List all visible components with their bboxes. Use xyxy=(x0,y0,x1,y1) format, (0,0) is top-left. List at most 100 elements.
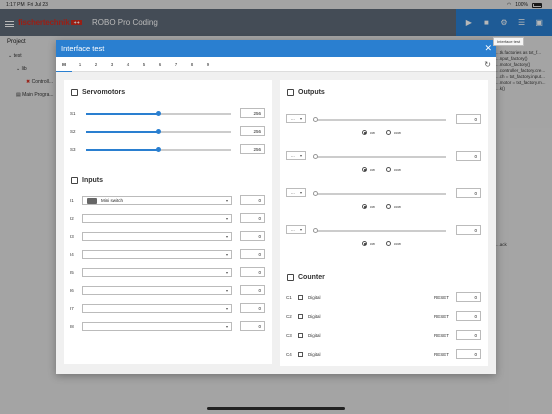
project-label: Project xyxy=(7,39,26,45)
tab-8[interactable]: 8 xyxy=(190,62,194,67)
input-row: I2 ▾ 0 xyxy=(64,213,272,225)
tab-m[interactable]: M xyxy=(56,57,72,72)
brand-logo: fischertechnik ✦✦ xyxy=(18,18,82,27)
digital-checkbox[interactable] xyxy=(298,352,303,357)
input-device-select[interactable]: ▾ xyxy=(82,268,232,277)
output-row: ... ▾ 0 cw ccw xyxy=(280,188,488,209)
output-value[interactable]: 0 xyxy=(456,114,481,124)
output-value[interactable]: 0 xyxy=(456,188,481,198)
input-device-select[interactable]: Mini switch ▾ xyxy=(82,196,232,205)
reset-button[interactable]: RESET xyxy=(434,352,450,357)
counter-icon xyxy=(287,274,294,281)
mini-switch-icon xyxy=(87,198,97,204)
input-value: 0 xyxy=(240,213,265,223)
ccw-radio[interactable]: ccw xyxy=(386,167,401,172)
cw-radio[interactable]: cw xyxy=(362,167,375,172)
inputs-card: Inputs I1 Mini switch ▾ 0 I2 ▾ 0 I3 ▾ 0 I… xyxy=(64,168,272,364)
output-slider[interactable] xyxy=(313,117,446,123)
tree-item[interactable]: ⌄ test xyxy=(8,53,22,59)
output-select[interactable]: ... ▾ xyxy=(286,151,306,160)
tree-item[interactable]: ▤ Main Progra... xyxy=(16,92,54,98)
servo-slider[interactable] xyxy=(86,129,231,135)
counter-row: C1 Digital RESET 0 xyxy=(280,292,488,304)
input-value: 0 xyxy=(240,195,265,205)
status-bar: 1:17 PM Fri Jul 23 ◠ 100% xyxy=(0,0,552,9)
servo-row: S2 256 xyxy=(64,126,272,138)
tab-4[interactable]: 4 xyxy=(126,62,130,67)
refresh-icon[interactable]: ↻ xyxy=(484,60,491,69)
counter-row: C3 Digital RESET 0 xyxy=(280,330,488,342)
servo-value[interactable]: 256 xyxy=(240,126,265,136)
output-slider[interactable] xyxy=(313,154,446,160)
cw-radio[interactable]: cw xyxy=(362,241,375,246)
dialog-title: Interface test xyxy=(61,44,105,53)
servo-slider[interactable] xyxy=(86,147,231,153)
servo-label: S3 xyxy=(70,147,76,152)
input-device-select[interactable]: ▾ xyxy=(82,286,232,295)
battery-icon xyxy=(532,2,542,8)
wifi-icon: ◠ xyxy=(506,2,512,8)
ccw-radio[interactable]: ccw xyxy=(386,130,401,135)
close-icon[interactable]: ✕ xyxy=(484,43,492,53)
servo-slider[interactable] xyxy=(86,111,231,117)
interface-test-icon[interactable]: ☰ xyxy=(517,18,526,27)
digital-checkbox[interactable] xyxy=(298,333,303,338)
input-row: I7 ▾ 0 xyxy=(64,303,272,315)
menu-icon[interactable] xyxy=(5,21,14,27)
input-label: I2 xyxy=(70,216,74,221)
home-indicator[interactable] xyxy=(207,407,345,410)
cw-radio[interactable]: cw xyxy=(362,204,375,209)
servo-value[interactable]: 256 xyxy=(240,144,265,154)
tree-item[interactable]: ⌄ lib xyxy=(16,66,27,72)
tab-7[interactable]: 7 xyxy=(174,62,178,67)
reset-button[interactable]: RESET xyxy=(434,295,450,300)
save-icon[interactable]: ▣ xyxy=(535,18,543,27)
gear-icon[interactable]: ⚙ xyxy=(500,18,508,27)
tab-3[interactable]: 3 xyxy=(110,62,114,67)
output-slider[interactable] xyxy=(313,191,446,197)
tab-5[interactable]: 5 xyxy=(142,62,146,67)
tab-6[interactable]: 6 xyxy=(158,62,162,67)
counter-label: C3 xyxy=(286,333,292,338)
output-value[interactable]: 0 xyxy=(456,225,481,235)
input-device-select[interactable]: ▾ xyxy=(82,214,232,223)
input-label: I1 xyxy=(70,198,74,203)
play-icon[interactable]: ▶ xyxy=(465,18,472,27)
tab-2[interactable]: 2 xyxy=(94,62,98,67)
tree-item[interactable]: ✖ Controll... xyxy=(26,79,53,85)
battery-percent: 100% xyxy=(515,2,528,8)
cw-radio[interactable]: cw xyxy=(362,130,375,135)
stop-icon[interactable]: ■ xyxy=(483,18,489,27)
counter-title: Counter xyxy=(287,274,325,281)
reset-button[interactable]: RESET xyxy=(434,333,450,338)
output-slider[interactable] xyxy=(313,228,446,234)
reset-button[interactable]: RESET xyxy=(434,314,450,319)
digital-checkbox[interactable] xyxy=(298,295,303,300)
interface-test-dialog: Interface test ✕ M 1 2 3 4 5 6 7 8 9 ↻ S… xyxy=(56,40,496,374)
servomotors-title: Servomotors xyxy=(71,89,125,96)
outputs-card: Outputs ... ▾ 0 cw ccw ... ▾ 0 cw ccw ... ▾… xyxy=(280,80,488,292)
output-select[interactable]: ... ▾ xyxy=(286,114,306,123)
output-select[interactable]: ... ▾ xyxy=(286,225,306,234)
input-device-select[interactable]: ▾ xyxy=(82,304,232,313)
ccw-radio[interactable]: ccw xyxy=(386,204,401,209)
dialog-header: Interface test ✕ xyxy=(56,40,496,57)
output-value[interactable]: 0 xyxy=(456,151,481,161)
output-select[interactable]: ... ▾ xyxy=(286,188,306,197)
servo-icon xyxy=(71,89,78,96)
input-label: I8 xyxy=(70,324,74,329)
ccw-radio[interactable]: ccw xyxy=(386,241,401,246)
counter-value: 0 xyxy=(456,349,481,359)
input-device-select[interactable]: ▾ xyxy=(82,322,232,331)
input-row: I3 ▾ 0 xyxy=(64,231,272,243)
outputs-title: Outputs xyxy=(287,89,325,96)
counter-label: C2 xyxy=(286,314,292,319)
tab-9[interactable]: 9 xyxy=(206,62,210,67)
tab-1[interactable]: 1 xyxy=(78,62,82,67)
input-device-select[interactable]: ▾ xyxy=(82,232,232,241)
input-device-select[interactable]: ▾ xyxy=(82,250,232,259)
servo-value[interactable]: 256 xyxy=(240,108,265,118)
input-value: 0 xyxy=(240,249,265,259)
digital-checkbox[interactable] xyxy=(298,314,303,319)
counter-value: 0 xyxy=(456,292,481,302)
